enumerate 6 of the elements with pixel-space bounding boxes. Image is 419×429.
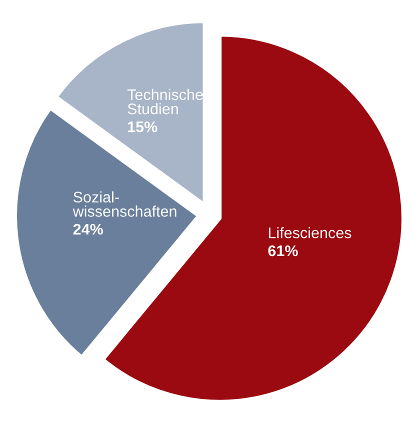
data-label: 24% xyxy=(73,224,103,235)
slice-label: Lifesciences xyxy=(268,227,352,238)
data-label: 15% xyxy=(128,121,158,132)
slice-label: Sozial- wissenschaften xyxy=(72,191,176,217)
slice-label: Technische Studien xyxy=(127,88,203,114)
data-label: 61% xyxy=(268,245,298,256)
